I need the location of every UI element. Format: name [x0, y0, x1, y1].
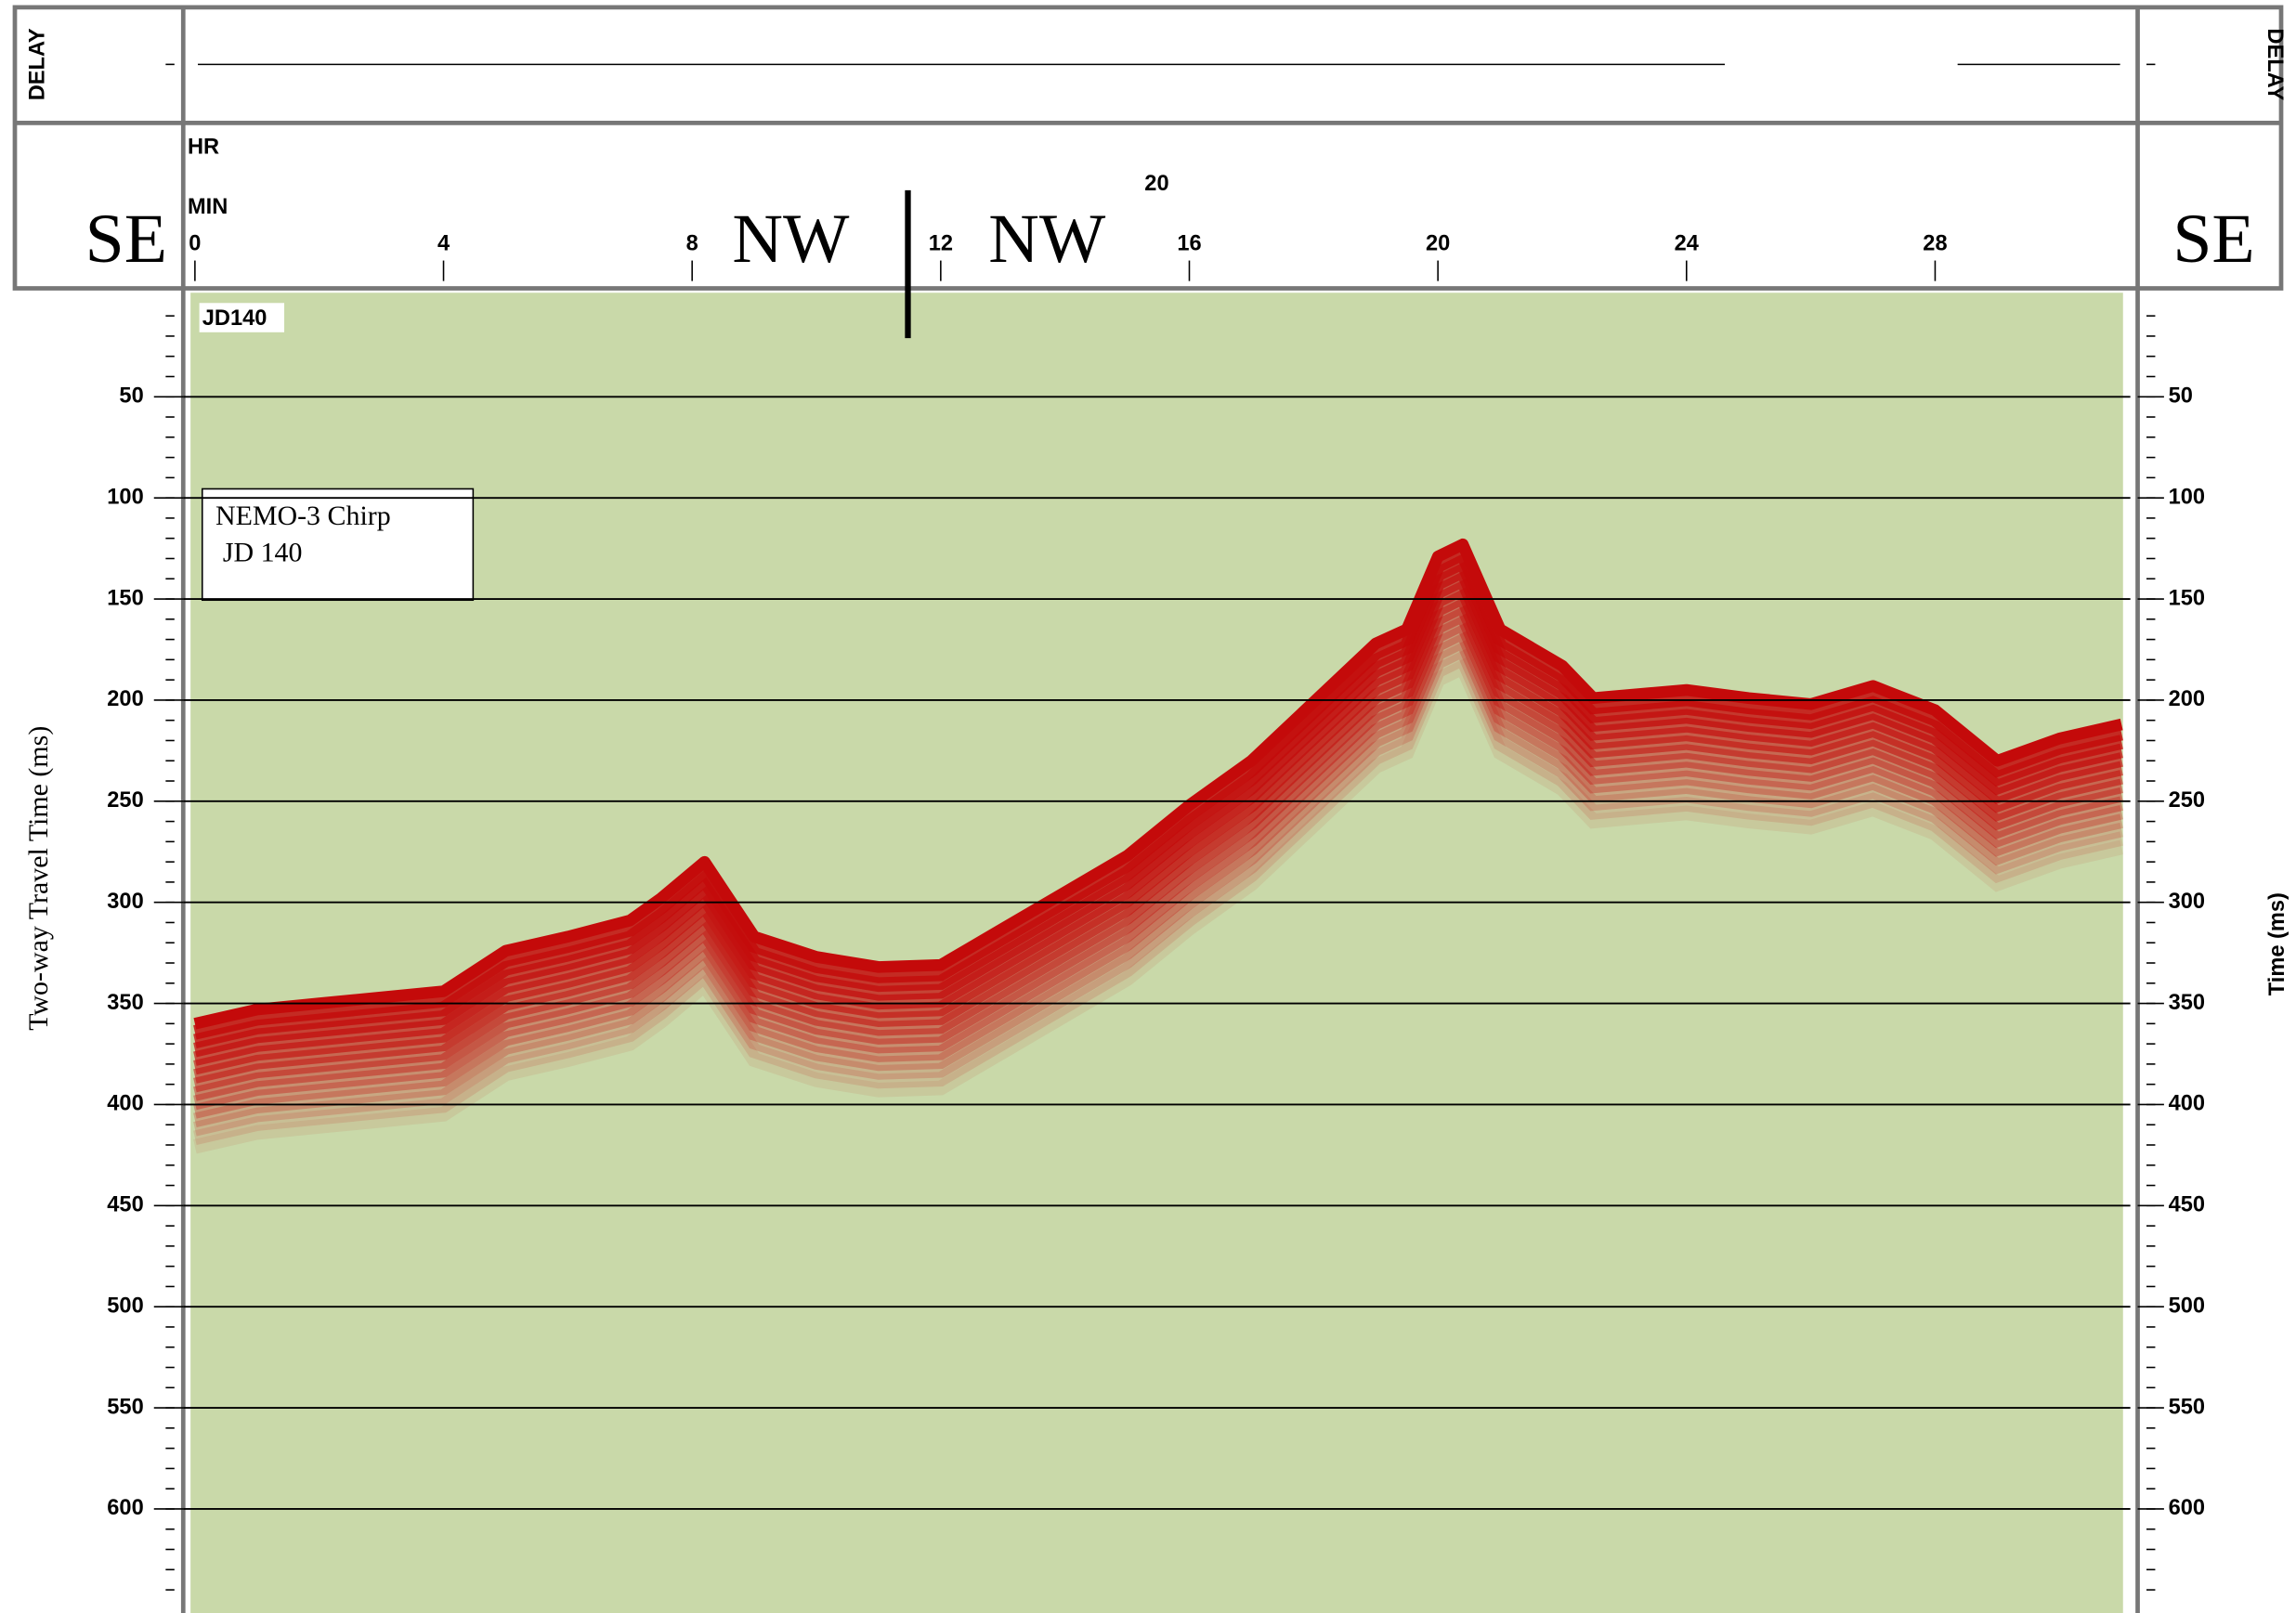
y2-axis-label: Time (ms)	[2265, 892, 2289, 995]
y-tick-label: 200	[107, 687, 143, 711]
direction-label: SE	[2172, 201, 2254, 278]
line-label-box	[199, 303, 285, 332]
y2-tick-label: 100	[2169, 485, 2205, 509]
reflector-shadow	[193, 613, 2123, 1111]
y-tick-label: 50	[119, 384, 143, 409]
y2-tick-label: 450	[2169, 1193, 2205, 1217]
y2-tick-label: 250	[2169, 788, 2205, 813]
x-tick-label: 4	[437, 231, 450, 255]
y-tick-label: 150	[107, 586, 143, 610]
reflector-shadow	[193, 631, 2123, 1128]
x-tick-label: 28	[1923, 231, 1947, 255]
reflector-shadow	[193, 640, 2123, 1137]
y-tick-label: 300	[107, 890, 143, 914]
y-tick-label: 600	[107, 1496, 143, 1520]
y-tick-label: 500	[107, 1294, 143, 1318]
hour-axis-label: HR	[188, 135, 219, 159]
marks	[193, 538, 2123, 1154]
seafloor-reflector	[193, 538, 2123, 1030]
line-label: JD140	[202, 306, 267, 331]
x-tick-label: 16	[1177, 231, 1201, 255]
reflector-shadow	[193, 622, 2123, 1119]
y-tick-label: 550	[107, 1395, 143, 1419]
y-tick-label: 100	[107, 485, 143, 509]
reflector-shadow	[193, 543, 2123, 1040]
y-tick-label: 450	[107, 1193, 143, 1217]
reflector-shadow	[193, 657, 2123, 1154]
y-tick-label: 250	[107, 788, 143, 813]
reflector-shadow	[193, 605, 2123, 1101]
annotation: NEMO-3 Chirp	[215, 501, 391, 531]
y-tick-label: 400	[107, 1092, 143, 1116]
direction-label: NW	[988, 201, 1106, 278]
minute-axis-label: MIN	[188, 195, 228, 219]
reflector-shadow	[193, 648, 2123, 1145]
y-axis-label: Two-way Travel Time (ms)	[23, 726, 54, 1031]
delay-label: DELAY	[25, 28, 49, 100]
x-tick-label: 0	[189, 231, 201, 255]
delay-label: DELAY	[2263, 28, 2287, 100]
y2-tick-label: 350	[2169, 991, 2205, 1015]
annotation-box	[201, 488, 475, 602]
y2-tick-label: 50	[2169, 384, 2193, 409]
y2-tick-label: 600	[2169, 1496, 2205, 1520]
y2-tick-label: 200	[2169, 687, 2205, 711]
y2-tick-label: 150	[2169, 586, 2205, 610]
header-box	[12, 5, 2284, 291]
y2-tick-label: 400	[2169, 1092, 2205, 1116]
x-tick-label: 20	[1426, 231, 1450, 255]
y2-tick-label: 550	[2169, 1395, 2205, 1419]
y2-tick-label: 500	[2169, 1294, 2205, 1318]
direction-label: SE	[85, 201, 167, 278]
direction-label: NW	[732, 201, 850, 278]
x-tick-label: 24	[1675, 231, 1700, 255]
x-tick-label: 12	[929, 231, 953, 255]
hour-marker: 20	[1144, 172, 1168, 196]
annotation: JD 140	[223, 537, 303, 567]
frame	[12, 5, 2284, 1613]
x-tick-label: 8	[686, 231, 698, 255]
y2-tick-label: 300	[2169, 890, 2205, 914]
y-tick-label: 350	[107, 991, 143, 1015]
